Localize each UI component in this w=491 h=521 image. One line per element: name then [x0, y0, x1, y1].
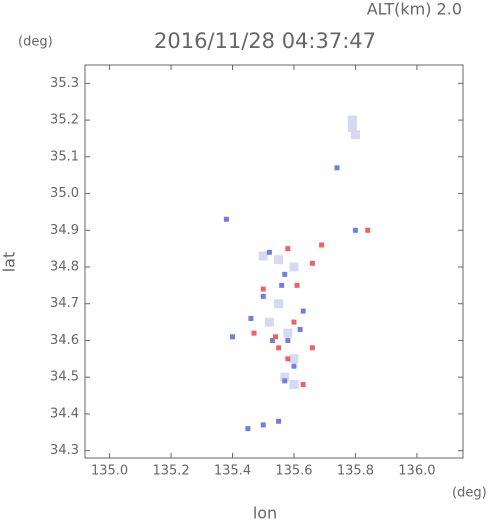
x-tick-label: 135.8 [337, 464, 374, 479]
echo-point [274, 255, 284, 265]
echo-point [285, 356, 291, 362]
echo-point [276, 345, 282, 351]
echo-point [248, 315, 254, 321]
echo-point [285, 337, 291, 343]
echo-point [291, 319, 297, 325]
x-tick-label: 135.2 [152, 464, 189, 479]
plot-frame [84, 64, 464, 459]
echo-point [309, 260, 315, 266]
y-tick-label: 34.3 [50, 443, 79, 458]
echo-point [258, 251, 268, 261]
y-tick-label: 34.5 [50, 370, 79, 385]
echo-point [269, 337, 275, 343]
echo-point [319, 242, 325, 248]
y-tick-label: 34.7 [50, 296, 79, 311]
echo-point [365, 227, 371, 233]
echo-point [350, 130, 360, 140]
echo-point [276, 418, 282, 424]
echo-point [300, 308, 306, 314]
y-tick-label: 34.8 [50, 260, 79, 275]
y-tick-label: 34.9 [50, 223, 79, 238]
echo-point [291, 363, 297, 369]
echo-point [230, 334, 236, 340]
x-unit: (deg) [452, 486, 487, 501]
echo-point [266, 249, 272, 255]
echo-point [260, 293, 266, 299]
echo-point [300, 382, 306, 388]
x-tick-label: 135.4 [214, 464, 251, 479]
echo-point [352, 227, 358, 233]
echo-point [283, 328, 293, 338]
chart-subtitle: ALT(km) 2.0 [367, 0, 462, 19]
y-axis-label: lat [0, 252, 19, 273]
echo-point [334, 165, 340, 171]
echo-point [285, 246, 291, 252]
echo-point [245, 426, 251, 432]
x-axis-label: lon [253, 504, 277, 521]
y-tick-label: 35.2 [50, 113, 79, 128]
x-tick-label: 135.0 [91, 464, 128, 479]
echo-point [279, 282, 285, 288]
echo-point [289, 354, 299, 364]
echo-point [282, 378, 288, 384]
echo-point [282, 271, 288, 277]
y-tick-label: 34.6 [50, 333, 79, 348]
x-tick-label: 136.0 [398, 464, 435, 479]
x-tick-label: 135.6 [275, 464, 312, 479]
y-unit: (deg) [18, 35, 53, 50]
echo-point [347, 115, 357, 125]
echo-point [264, 317, 274, 327]
echo-point [309, 345, 315, 351]
echo-point [280, 372, 290, 382]
chart-title: 2016/11/28 04:37:47 [154, 29, 376, 53]
echo-point [273, 334, 279, 340]
echo-point [347, 122, 357, 132]
echo-point [289, 262, 299, 272]
echo-point [223, 216, 229, 222]
echo-point [294, 282, 300, 288]
echo-point [289, 380, 299, 390]
y-tick-label: 34.4 [50, 406, 79, 421]
y-tick-label: 35.3 [50, 76, 79, 91]
echo-point [260, 286, 266, 292]
echo-point [251, 330, 257, 336]
echo-point [297, 326, 303, 332]
y-tick-label: 35.0 [50, 186, 79, 201]
y-tick-label: 35.1 [50, 149, 79, 164]
echo-point [260, 422, 266, 428]
echo-point [274, 299, 284, 309]
